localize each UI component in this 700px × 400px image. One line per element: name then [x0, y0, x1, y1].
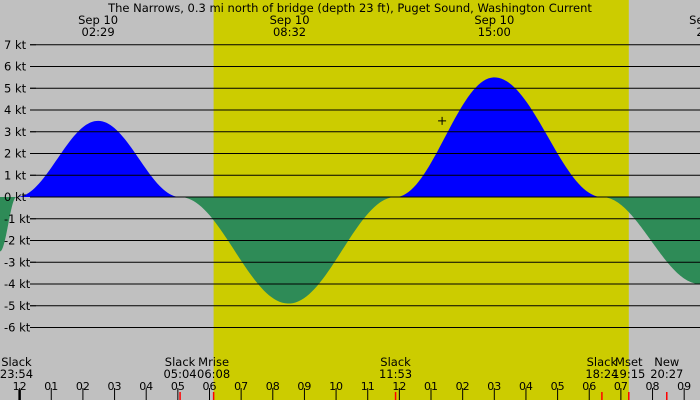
x-tick-label: 09	[297, 380, 311, 393]
y-tick-label: -2 kt	[4, 234, 31, 248]
event-name-label: Mrise	[198, 355, 229, 369]
y-tick-label: -4 kt	[4, 277, 31, 291]
peak-time-label: 2	[696, 25, 700, 39]
peak-date-label: Sep	[689, 13, 700, 27]
x-tick-label: 02	[76, 380, 90, 393]
y-tick-label: 2 kt	[4, 147, 27, 161]
y-tick-label: 0 kt	[4, 190, 27, 204]
x-tick-label: 10	[329, 380, 343, 393]
ebb-lobe	[180, 197, 396, 304]
x-tick-label: 12	[392, 380, 406, 393]
red-event-markers	[18, 390, 668, 400]
peak-time-label: 15:00	[478, 25, 511, 39]
grid-layer	[30, 44, 700, 328]
crosshair-marker	[438, 116, 447, 125]
y-tick-label: -5 kt	[4, 299, 31, 313]
event-name-label: Slack	[380, 355, 411, 369]
event-time-label: 11:53	[379, 367, 412, 381]
event-time-label: 20:27	[650, 367, 683, 381]
x-tick-label: 12	[13, 380, 27, 393]
peak-time-label: 02:29	[82, 25, 115, 39]
y-tick-label: 5 kt	[4, 81, 27, 95]
event-time-label: 23:54	[0, 367, 33, 381]
x-tick-label: 06	[582, 380, 596, 393]
event-time-label: 18:24	[585, 367, 618, 381]
event-name-label: New	[654, 355, 679, 369]
peak-date-label: Sep 10	[270, 13, 310, 27]
x-axis-hour-labels: 1112010203040506070809101112010203040506…	[13, 380, 691, 400]
y-tick-label: 6 kt	[4, 60, 27, 74]
flood-lobe	[395, 77, 602, 197]
x-tick-label: 08	[266, 380, 280, 393]
x-tick-label: 07	[234, 380, 248, 393]
y-tick-label: 3 kt	[4, 125, 27, 139]
chart-title: The Narrows, 0.3 mi north of bridge (dep…	[107, 1, 592, 15]
event-name-label: Slack	[165, 355, 196, 369]
event-labels: Slack23:54Slack05:04Mrise06:08Slack11:53…	[0, 355, 683, 381]
y-tick-label: -6 kt	[4, 321, 31, 335]
x-tick-label: 07	[614, 380, 628, 393]
x-tick-label: 04	[519, 380, 533, 393]
ebb-lobe	[0, 197, 17, 252]
peak-time-label: 08:32	[273, 25, 306, 39]
flood-lobe	[16, 120, 181, 197]
x-tick-label: 01	[424, 380, 438, 393]
y-tick-label: -1 kt	[4, 212, 31, 226]
event-name-label: Slack	[587, 355, 618, 369]
x-tick-label: 05	[171, 380, 185, 393]
y-axis-labels: 7 kt 6 kt 5 kt 4 kt 3 kt 2 kt 1 kt 0 kt -1 kt -2 …	[4, 38, 31, 335]
y-tick-label: 7 kt	[4, 38, 27, 52]
x-tick-label: 01	[44, 380, 58, 393]
y-tick-label: -3 kt	[4, 255, 31, 269]
event-time-label: 19:15	[612, 367, 645, 381]
x-tick-label: 05	[551, 380, 565, 393]
x-tick-label: 08	[646, 380, 660, 393]
x-tick-label: 02	[456, 380, 470, 393]
x-tick-label: 11	[361, 380, 375, 393]
event-time-label: 05:04	[163, 367, 196, 381]
x-tick-label: 04	[139, 380, 153, 393]
event-time-label: 06:08	[197, 367, 230, 381]
x-tick-label: 09	[677, 380, 691, 393]
x-tick-label: 06	[202, 380, 216, 393]
event-name-label: Slack	[1, 355, 32, 369]
event-name-label: Mset	[615, 355, 643, 369]
peak-date-label: Sep 10	[474, 13, 514, 27]
x-tick-label: 03	[487, 380, 501, 393]
y-tick-label: 1 kt	[4, 168, 27, 182]
peak-date-label: Sep 10	[78, 13, 118, 27]
y-tick-label: 4 kt	[4, 103, 27, 117]
x-tick-label: 03	[108, 380, 122, 393]
